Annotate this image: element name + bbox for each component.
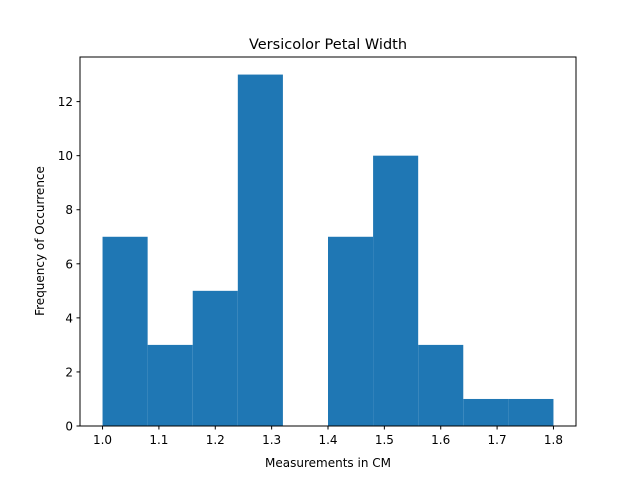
y-tick-label: 0 (65, 420, 73, 434)
y-tick-label: 2 (65, 365, 73, 379)
x-tick-label: 1.4 (318, 433, 337, 447)
y-axis-ticks: 0 2 4 6 8 10 12 (58, 95, 80, 434)
histogram-bar (328, 236, 374, 426)
histogram-bar (463, 398, 509, 426)
x-tick-label: 1.1 (149, 433, 168, 447)
histogram-bar (147, 344, 193, 426)
x-tick-label: 1.2 (206, 433, 225, 447)
x-tick-label: 1.8 (544, 433, 563, 447)
bars-group (102, 74, 554, 427)
histogram-bar (418, 344, 464, 426)
histogram-bar (102, 236, 148, 426)
chart-title: Versicolor Petal Width (249, 37, 407, 53)
y-axis-label: Frequency of Occurrence (33, 166, 47, 316)
histogram-bar (508, 398, 554, 426)
y-tick-label: 8 (65, 203, 73, 217)
y-tick-label: 6 (65, 257, 73, 271)
histogram-bar (373, 155, 419, 426)
x-axis-ticks: 1.0 1.1 1.2 1.3 1.4 1.5 1.6 1.7 1.8 (93, 426, 563, 447)
x-tick-label: 1.6 (431, 433, 450, 447)
x-axis-label: Measurements in CM (265, 456, 391, 470)
y-tick-label: 10 (58, 149, 73, 163)
x-tick-label: 1.5 (375, 433, 394, 447)
x-tick-label: 1.0 (93, 433, 112, 447)
y-tick-label: 12 (58, 95, 73, 109)
histogram-bar (237, 74, 283, 427)
x-tick-label: 1.3 (262, 433, 281, 447)
histogram-bar (192, 290, 238, 426)
x-tick-label: 1.7 (488, 433, 507, 447)
y-tick-label: 4 (65, 311, 73, 325)
